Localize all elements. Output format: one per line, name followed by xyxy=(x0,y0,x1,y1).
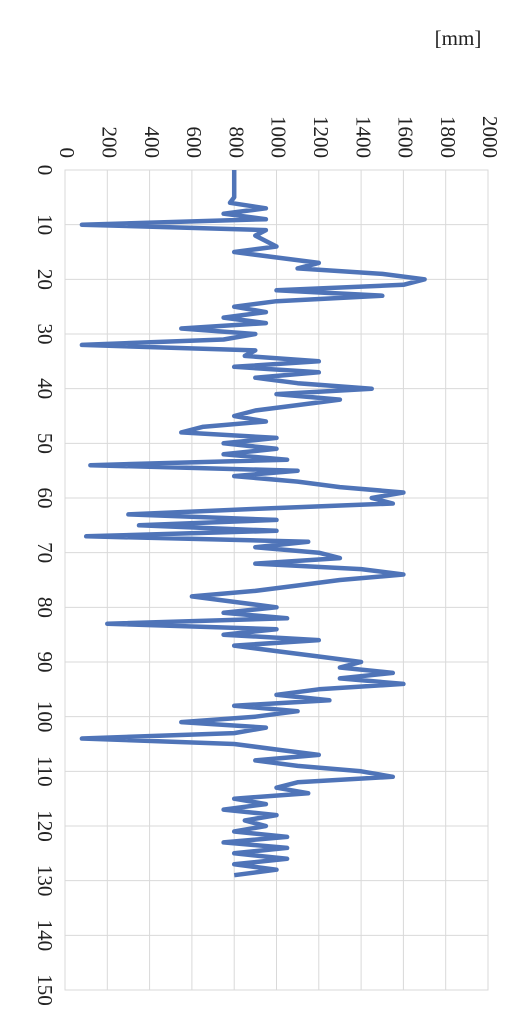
y-tick-label: 0 xyxy=(55,148,79,159)
x-tick-label: 150 xyxy=(33,974,57,1006)
y-tick-label: 1800 xyxy=(436,116,460,158)
x-tick-label: 130 xyxy=(33,865,57,897)
x-tick-label: 10 xyxy=(33,214,57,235)
x-tick-label: 30 xyxy=(33,324,57,345)
y-tick-label: 1600 xyxy=(394,116,418,158)
y-tick-label: 2000 xyxy=(478,116,502,158)
x-tick-label: 120 xyxy=(33,810,57,842)
x-tick-label: 140 xyxy=(33,920,57,952)
y-tick-label: 600 xyxy=(182,127,206,159)
plot-frame xyxy=(64,169,489,991)
x-tick-label: 20 xyxy=(33,269,57,290)
y-tick-label: 400 xyxy=(140,127,164,159)
x-tick-label: 80 xyxy=(33,597,57,618)
x-tick-label: 40 xyxy=(33,378,57,399)
y-tick-label: 1400 xyxy=(351,116,375,158)
y-tick-label: 1000 xyxy=(267,116,291,158)
data-line xyxy=(79,170,427,878)
x-tick-label: 100 xyxy=(33,701,57,733)
x-tick-label: 90 xyxy=(33,652,57,673)
y-tick-label: 200 xyxy=(97,127,121,159)
y-tick-label: 1200 xyxy=(309,116,333,158)
x-tick-label: 0 xyxy=(33,165,57,176)
x-tick-label: 50 xyxy=(33,433,57,454)
x-tick-label: 70 xyxy=(33,542,57,563)
x-tick-label: 110 xyxy=(33,756,57,787)
y-axis-label: [mm] xyxy=(435,26,482,50)
y-tick-label: 800 xyxy=(224,126,248,158)
x-tick-label: 60 xyxy=(33,488,57,509)
